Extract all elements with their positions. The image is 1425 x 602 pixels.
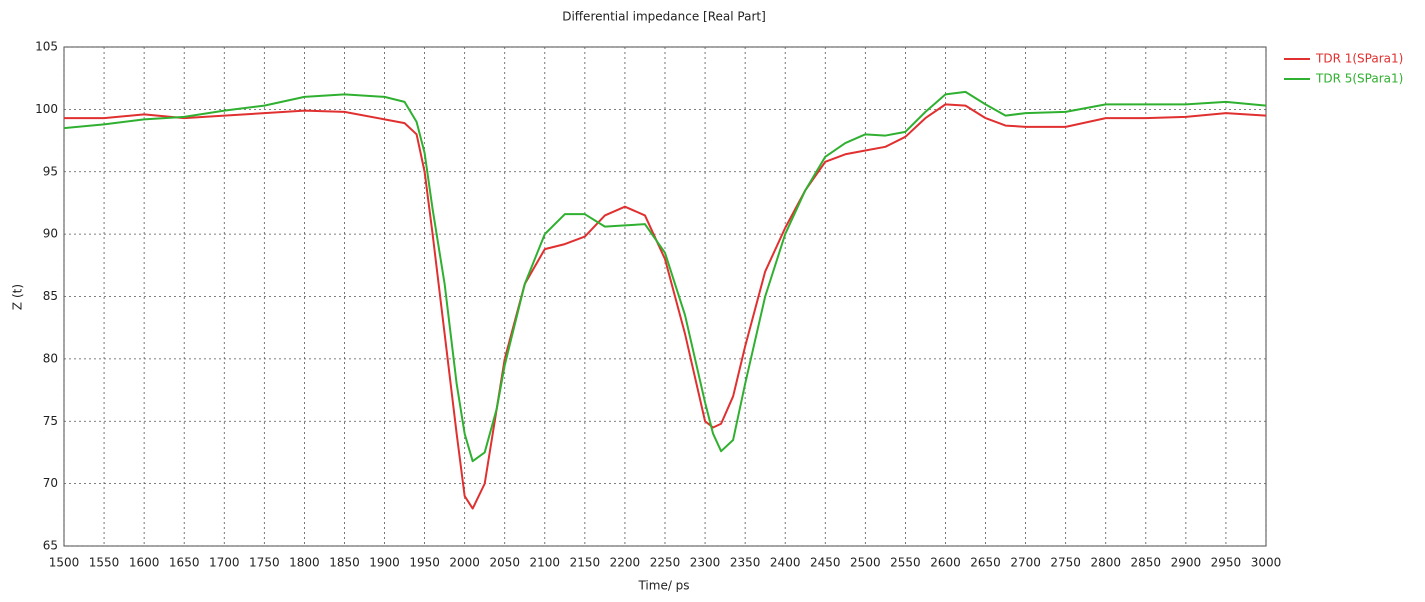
x-tick-label: 2750	[1050, 556, 1081, 570]
x-tick-label: 2950	[1211, 556, 1242, 570]
x-tick-label: 2450	[810, 556, 841, 570]
x-tick-label: 2400	[770, 556, 801, 570]
x-tick-label: 1550	[89, 556, 120, 570]
y-tick-label: 70	[43, 476, 58, 490]
x-tick-label: 2050	[489, 556, 520, 570]
x-tick-label: 1700	[209, 556, 240, 570]
y-tick-label: 75	[43, 414, 58, 428]
x-tick-label: 3000	[1251, 556, 1282, 570]
legend-label: TDR 5(SPara1)	[1315, 72, 1403, 86]
x-tick-label: 2100	[530, 556, 561, 570]
x-axis-label: Time/ ps	[637, 579, 689, 593]
legend-label: TDR 1(SPara1)	[1315, 52, 1403, 66]
x-tick-label: 2000	[449, 556, 480, 570]
x-tick-label: 1650	[169, 556, 200, 570]
x-tick-label: 2850	[1131, 556, 1162, 570]
x-tick-label: 1950	[409, 556, 440, 570]
x-tick-label: 1600	[129, 556, 160, 570]
x-tick-label: 1850	[329, 556, 360, 570]
x-tick-label: 1800	[289, 556, 320, 570]
y-tick-label: 105	[35, 40, 58, 54]
y-axis-label: Z (t)	[11, 284, 25, 310]
x-tick-label: 2800	[1090, 556, 1121, 570]
chart-title: Differential impedance [Real Part]	[562, 10, 766, 24]
x-tick-label: 2900	[1171, 556, 1202, 570]
x-tick-label: 2600	[930, 556, 961, 570]
x-tick-label: 2550	[890, 556, 921, 570]
x-tick-label: 2700	[1010, 556, 1041, 570]
x-tick-label: 2500	[850, 556, 881, 570]
y-tick-label: 65	[43, 539, 58, 553]
x-tick-label: 2200	[610, 556, 641, 570]
x-tick-label: 2150	[570, 556, 601, 570]
y-tick-label: 95	[43, 164, 58, 178]
x-tick-label: 2350	[730, 556, 761, 570]
y-tick-label: 90	[43, 227, 58, 241]
x-tick-label: 2300	[690, 556, 721, 570]
x-tick-label: 2650	[970, 556, 1001, 570]
y-tick-label: 85	[43, 289, 58, 303]
x-tick-label: 1900	[369, 556, 400, 570]
y-tick-label: 80	[43, 351, 58, 365]
data-line	[63, 90, 1267, 463]
x-tick-label: 1750	[249, 556, 280, 570]
x-tick-label: 1500	[49, 556, 80, 570]
x-tick-label: 2250	[650, 556, 681, 570]
y-tick-label: 100	[35, 102, 58, 116]
